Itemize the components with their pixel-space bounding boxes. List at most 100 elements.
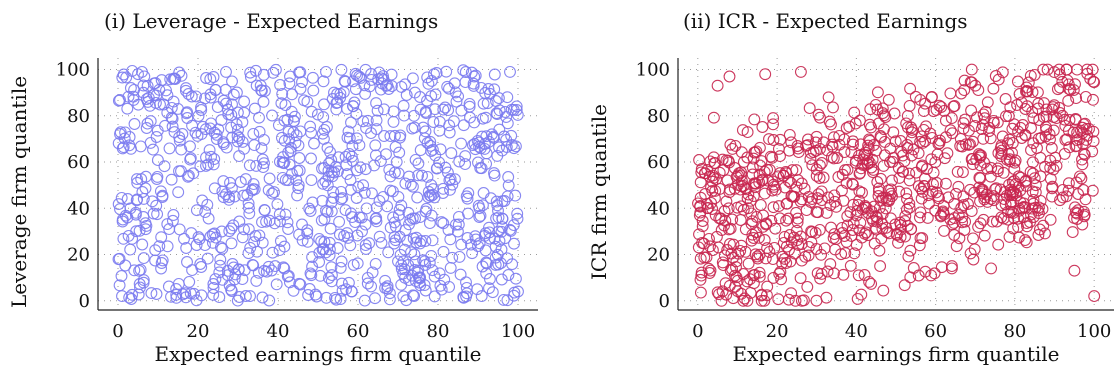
data-point xyxy=(383,293,396,306)
data-point xyxy=(134,140,147,153)
data-point xyxy=(1006,189,1019,202)
data-point xyxy=(876,208,889,221)
data-point xyxy=(901,219,914,232)
data-point xyxy=(910,166,923,179)
y-tick-label: 20 xyxy=(67,245,90,266)
data-point xyxy=(268,186,280,199)
data-point xyxy=(291,189,304,202)
data-point xyxy=(427,116,440,128)
data-point xyxy=(231,130,244,143)
data-point xyxy=(945,262,958,275)
data-point xyxy=(900,117,913,130)
data-point xyxy=(856,186,868,199)
data-point xyxy=(767,253,779,266)
data-point xyxy=(421,170,434,183)
data-point xyxy=(914,232,927,245)
data-point xyxy=(119,259,132,272)
data-point xyxy=(417,121,430,134)
data-point xyxy=(1079,117,1091,130)
data-point xyxy=(320,291,333,304)
data-point xyxy=(920,120,932,133)
data-point xyxy=(902,250,915,263)
data-point xyxy=(181,106,194,119)
data-point xyxy=(725,247,738,260)
y-tick-label: 60 xyxy=(67,152,90,173)
data-point xyxy=(938,152,951,165)
data-point xyxy=(201,252,214,265)
data-point xyxy=(778,230,791,243)
data-point xyxy=(239,290,252,302)
data-point xyxy=(965,63,978,76)
data-point xyxy=(1046,182,1059,195)
data-point xyxy=(957,199,970,212)
data-point xyxy=(694,286,707,299)
data-point xyxy=(412,157,425,170)
data-point xyxy=(1053,63,1066,76)
data-point xyxy=(223,225,236,238)
data-point xyxy=(448,173,461,186)
data-point xyxy=(283,77,296,90)
data-point xyxy=(486,286,499,299)
data-point xyxy=(189,126,202,139)
data-point xyxy=(693,154,706,166)
data-point xyxy=(393,230,406,243)
data-point xyxy=(303,283,316,295)
data-point xyxy=(827,101,839,114)
data-point xyxy=(755,289,768,302)
data-point xyxy=(248,236,261,249)
data-point xyxy=(308,137,320,150)
data-point xyxy=(196,194,209,207)
data-point xyxy=(962,124,975,137)
data-point xyxy=(277,151,290,164)
data-point xyxy=(791,216,804,229)
data-point xyxy=(1027,193,1040,206)
data-point xyxy=(115,270,128,282)
data-point xyxy=(253,111,265,124)
data-point xyxy=(233,131,246,144)
data-point xyxy=(165,111,178,124)
data-point xyxy=(214,241,227,254)
data-point xyxy=(734,183,747,196)
data-point xyxy=(344,239,357,252)
data-point xyxy=(343,147,356,160)
data-point xyxy=(150,131,163,143)
data-point xyxy=(237,189,250,202)
data-point xyxy=(370,215,383,228)
data-point xyxy=(844,206,857,219)
data-point xyxy=(1025,122,1037,134)
data-point xyxy=(987,82,1000,95)
data-point xyxy=(780,214,793,227)
data-point xyxy=(766,151,779,164)
data-point xyxy=(170,288,183,301)
data-point xyxy=(408,248,421,261)
data-point xyxy=(967,253,980,266)
data-point xyxy=(318,213,331,226)
y-axis-label: Leverage firm quantile xyxy=(7,76,31,308)
data-point xyxy=(416,169,428,182)
data-point xyxy=(698,251,711,264)
data-point xyxy=(1068,264,1081,277)
data-point xyxy=(386,185,399,198)
data-point xyxy=(236,231,249,244)
data-point xyxy=(493,141,505,154)
data-point xyxy=(753,168,766,181)
data-point xyxy=(141,117,154,130)
data-point xyxy=(502,269,515,281)
data-point xyxy=(131,173,143,186)
data-point xyxy=(820,291,833,304)
data-point xyxy=(419,235,432,247)
data-point xyxy=(860,226,873,239)
data-point xyxy=(444,173,457,185)
data-point xyxy=(818,242,831,255)
data-point xyxy=(985,262,998,275)
data-point xyxy=(175,143,188,156)
data-point xyxy=(802,190,815,203)
data-point xyxy=(511,212,524,225)
data-point xyxy=(175,69,188,82)
data-point xyxy=(741,275,754,288)
data-point xyxy=(182,88,195,100)
data-point xyxy=(221,269,234,282)
x-tick-label: 60 xyxy=(347,321,370,342)
data-point xyxy=(760,289,773,302)
data-point xyxy=(361,277,374,290)
